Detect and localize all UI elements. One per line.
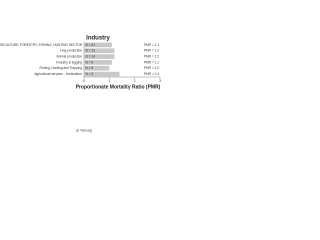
y-tick-label: Animal production	[56, 54, 82, 58]
y-tick-label: Fishing, Hunting and Trapping	[39, 66, 82, 70]
legend-label: Non-sig	[81, 128, 92, 132]
bar	[84, 54, 115, 59]
x-tick-label: 2	[134, 79, 136, 83]
value-label: PMR = 1.1	[144, 60, 159, 64]
bar	[84, 71, 120, 77]
bar	[84, 60, 112, 65]
n-label: N = 6	[86, 60, 94, 64]
y-tick-label: Forestry & logging	[56, 60, 82, 64]
y-tick-label: Hog production	[60, 49, 82, 53]
bar	[84, 42, 112, 48]
y-tick-label: AGRICULTURE, FORESTRY, FISHING, HUNTING …	[0, 43, 83, 47]
chart-title: Industry	[86, 36, 110, 42]
bar	[84, 48, 115, 54]
bar	[84, 65, 110, 71]
page: {"chart_data": {"type": "bar", "orientat…	[0, 0, 162, 135]
x-tick-label: 1	[108, 79, 110, 83]
x-axis-title: Proportionate Mortality Ratio (PMR)	[76, 84, 161, 90]
value-label: PMR = 1.1	[144, 43, 159, 47]
n-label: N = 5	[86, 66, 94, 70]
x-tick-label: 3	[159, 79, 161, 83]
value-label: PMR = 1.0	[144, 66, 159, 70]
value-label: PMR = 1.2	[144, 49, 159, 53]
value-label: PMR = 1.4	[144, 72, 159, 76]
n-label: N = 31	[86, 43, 96, 47]
x-tick-label: 0	[83, 79, 85, 83]
chart: Industry Proportionate Mortality Ratio (…	[0, 36, 161, 133]
legend-swatch	[76, 129, 79, 132]
y-tick-label: Agricultural services - Horticulture	[34, 72, 82, 76]
value-label: PMR = 1.2	[144, 54, 159, 58]
n-label: N = 12	[86, 49, 96, 53]
n-label: N = 14	[86, 54, 96, 58]
n-label: N = 3	[86, 72, 94, 76]
